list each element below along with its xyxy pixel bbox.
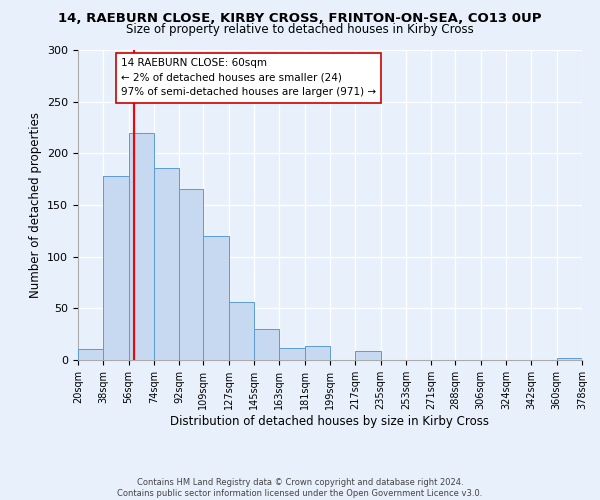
Bar: [229, 302, 254, 360]
Bar: [557, 358, 582, 360]
Text: Size of property relative to detached houses in Kirby Cross: Size of property relative to detached ho…: [126, 22, 474, 36]
Text: 14, RAEBURN CLOSE, KIRBY CROSS, FRINTON-ON-SEA, CO13 0UP: 14, RAEBURN CLOSE, KIRBY CROSS, FRINTON-…: [58, 12, 542, 26]
X-axis label: Distribution of detached houses by size in Kirby Cross: Distribution of detached houses by size …: [170, 414, 490, 428]
Text: Contains HM Land Registry data © Crown copyright and database right 2024.
Contai: Contains HM Land Registry data © Crown c…: [118, 478, 482, 498]
Bar: [128, 132, 154, 360]
Text: 14 RAEBURN CLOSE: 60sqm
← 2% of detached houses are smaller (24)
97% of semi-det: 14 RAEBURN CLOSE: 60sqm ← 2% of detached…: [121, 58, 376, 98]
Bar: [179, 190, 203, 360]
Bar: [305, 346, 330, 360]
Bar: [355, 350, 380, 360]
Y-axis label: Number of detached properties: Number of detached properties: [29, 112, 41, 298]
Bar: [254, 329, 280, 360]
Bar: [78, 348, 103, 360]
Bar: [203, 236, 229, 360]
Bar: [280, 348, 305, 360]
Bar: [103, 176, 128, 360]
Bar: [154, 168, 179, 360]
